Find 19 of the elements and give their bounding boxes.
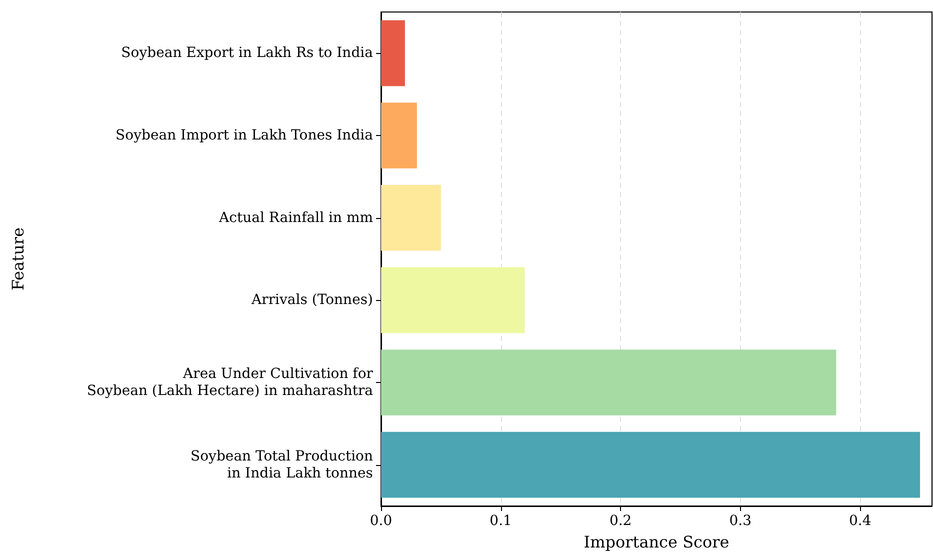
- y-tick-label: Soybean Export in Lakh Rs to India: [121, 45, 373, 62]
- x-tick-label: 0.4: [849, 513, 872, 529]
- bar: [381, 184, 441, 251]
- x-tick-label: 0.1: [490, 513, 512, 529]
- x-tick-label: 0.3: [729, 513, 752, 529]
- y-tick-label: Arrivals (Tonnes): [250, 292, 373, 308]
- x-tick-label: 0.0: [370, 513, 392, 529]
- y-axis-title: Feature: [8, 227, 28, 291]
- bar: [381, 20, 405, 86]
- y-tick-label: Soybean Total Production in India Lakh tonnes: [190, 448, 373, 482]
- x-tick-label: 0.2: [609, 513, 632, 529]
- bar: [381, 432, 920, 498]
- y-tick-label: Actual Rainfall in mm: [218, 210, 373, 226]
- x-axis-title: Importance Score: [584, 532, 730, 552]
- bar: [381, 350, 836, 416]
- y-tick-label: Soybean Import in Lakh Tones India: [116, 128, 373, 144]
- bar: [381, 102, 417, 168]
- bar: [381, 267, 525, 334]
- y-tick-label: Area Under Cultivation for Soybean (Lakh Hectare) in maharashtra: [86, 366, 374, 399]
